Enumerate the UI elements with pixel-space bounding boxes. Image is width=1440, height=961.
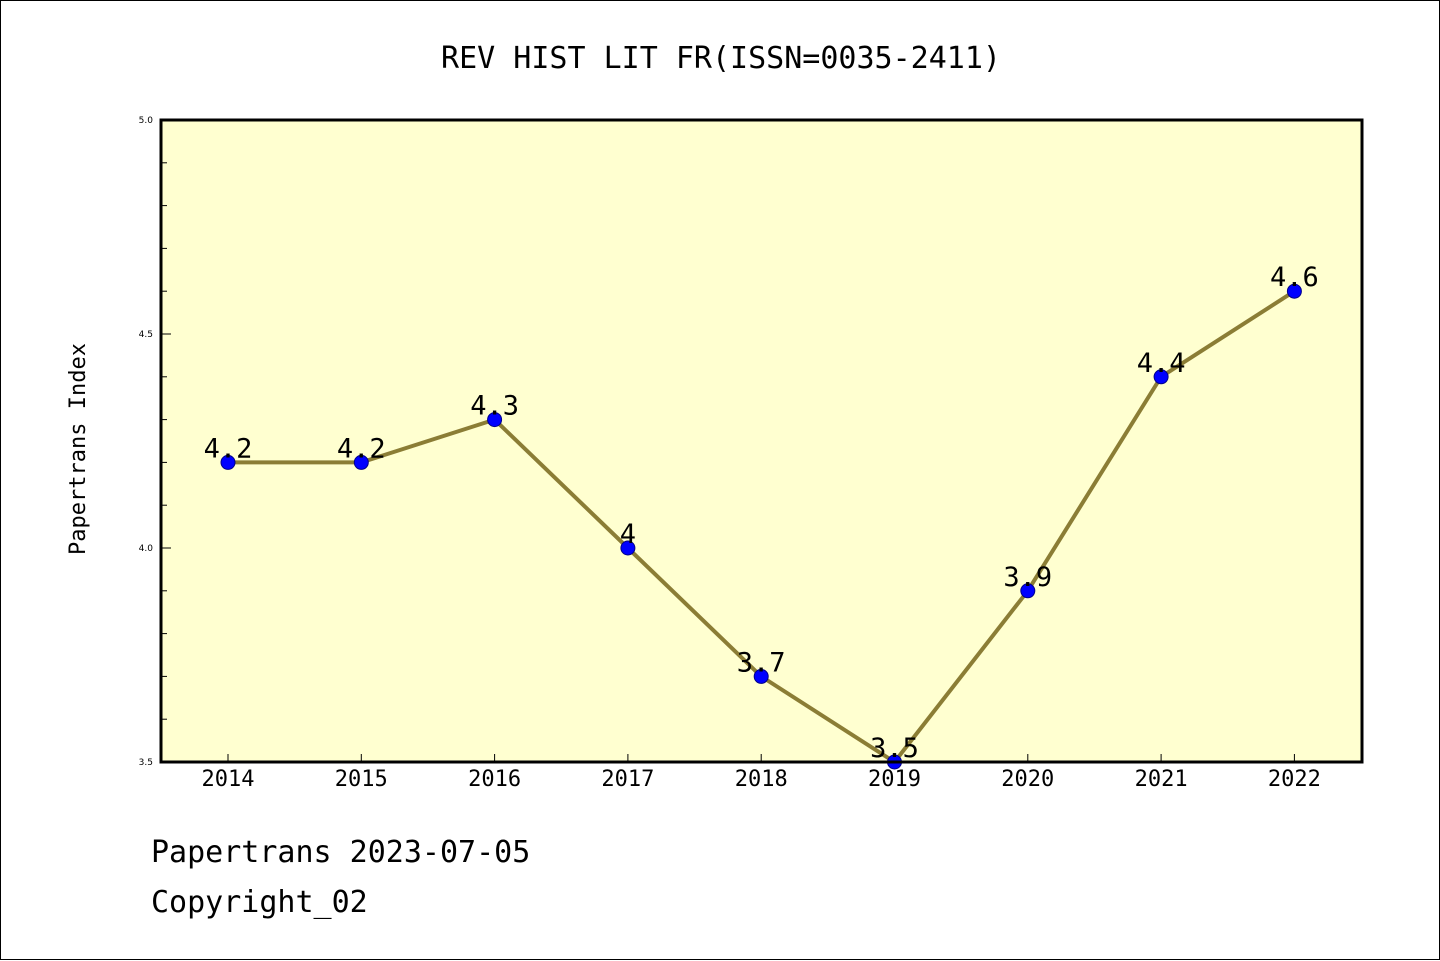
data-point [1020,583,1036,599]
data-point [1153,369,1169,385]
data-label: 4 [620,519,636,550]
y-tick-label: 4.5 [139,330,153,340]
data-label: 4.4 [1137,348,1186,379]
data-label: 3.7 [737,647,786,678]
x-tick-label: 2015 [335,767,388,792]
x-tick-label: 2019 [868,767,921,792]
x-tick-label: 2018 [735,767,788,792]
data-point [1286,283,1302,299]
data-label: 3.9 [1003,562,1052,593]
footer-copyright: Copyright_02 [151,885,368,920]
footer-date: Papertrans 2023-07-05 [151,835,531,870]
plot-background [161,120,1362,762]
x-tick-label: 2014 [202,767,255,792]
chart-title: REV HIST LIT FR(ISSN=0035-2411) [441,41,1001,76]
data-label: 3.5 [870,733,919,764]
x-tick-label: 2017 [601,767,654,792]
data-label: 4.3 [470,391,519,422]
y-axis-label: Papertrans Index [66,343,91,555]
data-label: 4.2 [337,433,386,464]
x-tick-label: 2021 [1135,767,1188,792]
data-label: 4.2 [204,433,253,464]
x-tick-label: 2022 [1268,767,1321,792]
x-tick-label: 2016 [468,767,521,792]
data-point [753,668,769,684]
data-point [620,540,636,556]
y-tick-label: 5.0 [139,116,154,126]
data-point [353,454,369,470]
y-tick-label: 3.5 [139,758,153,768]
data-label: 4.6 [1270,262,1319,293]
data-point [220,454,236,470]
data-point [487,412,503,428]
x-tick-label: 2020 [1001,767,1054,792]
plot-border [159,118,1364,764]
y-tick-label: 4.0 [139,544,154,554]
